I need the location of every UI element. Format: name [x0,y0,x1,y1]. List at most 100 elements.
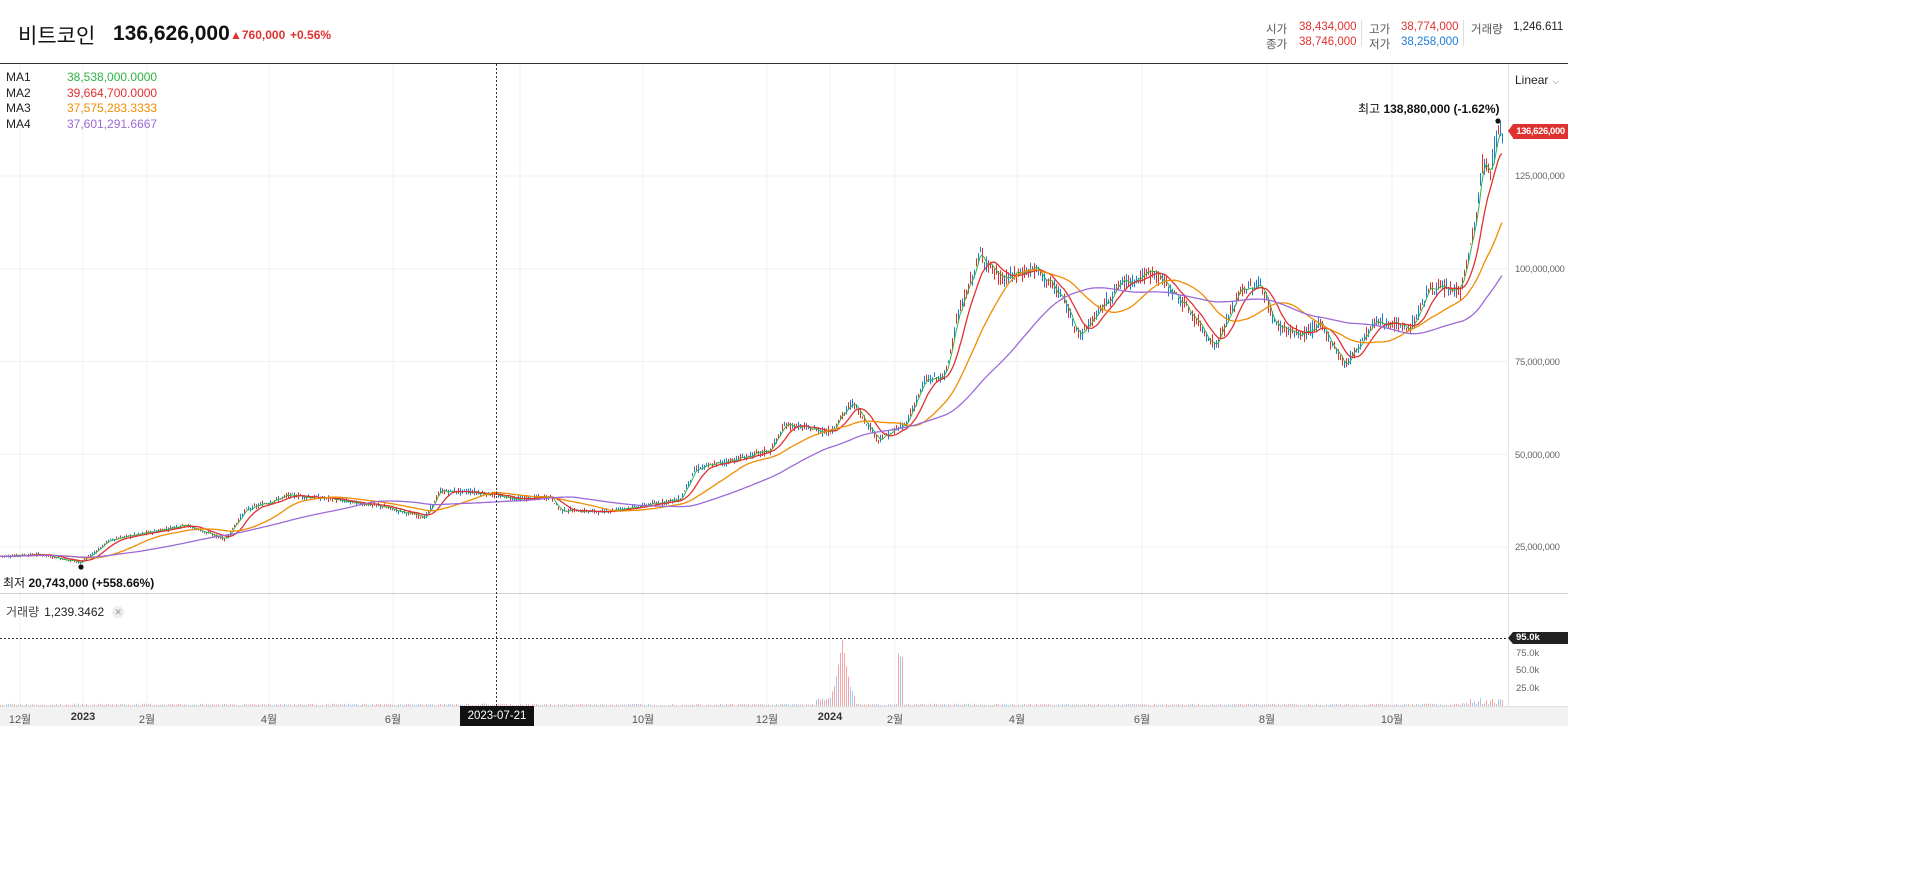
volume-bar [1080,704,1081,706]
time-axis-tick: 2월 [138,714,156,726]
volume-stat-value: 1,246.611 [1513,21,1564,33]
price-change-rate: +0.56% [290,28,332,42]
volume-bar [74,703,75,706]
volume-bar [4,705,5,706]
volume-bar [314,705,315,706]
current-price-tag: 136,626,000 [1508,124,1568,139]
volume-bar [642,704,643,706]
volume-bar [334,703,335,706]
volume-bar [1454,703,1455,706]
volume-bar [912,705,913,706]
ma-value: 39,664,700.0000 [67,85,158,100]
volume-bar [386,704,387,706]
volume-bar [370,705,371,706]
close-icon[interactable]: ✕ [112,605,125,618]
volume-bar [110,704,111,706]
scale-dropdown[interactable]: Linear ⌵ [1515,73,1559,87]
volume-bar [18,704,19,706]
volume-bar [962,704,963,706]
volume-bar [1116,704,1117,706]
ma-value: 38,538,000.0000 [67,70,158,84]
volume-bar [562,705,563,706]
volume-bar [154,704,155,706]
volume-bar [1096,705,1097,706]
volume-bar [510,704,511,706]
volume-bar [352,704,353,706]
volume-bar [544,704,545,706]
volume-bar [484,703,485,706]
volume-bar [262,704,263,706]
volume-bar [752,704,753,706]
volume-bar [1488,704,1489,706]
volume-bar [598,705,599,706]
volume-bar [298,704,299,706]
volume-bar [698,704,699,706]
volume-bar [1394,704,1395,706]
volume-bar [662,705,663,706]
time-axis[interactable]: 12월 2023 2월 4월 6월 10월 12월 2024 2월 4월 6월 … [0,706,1568,726]
volume-bar [1262,704,1263,706]
volume-bar [918,704,919,706]
volume-bar [270,704,271,706]
volume-crosshair-tag-text: 95.0k [1513,632,1568,644]
volume-bar [894,704,895,706]
high-annotation-value: 138,880,000 (-1.62%) [1383,102,1500,116]
volume-bar [468,703,469,706]
volume-bar [1018,704,1019,706]
volume-bar [762,703,763,706]
volume-bar [118,704,119,706]
volume-bar [1024,704,1025,706]
volume-bar [24,705,25,706]
volume-bar [692,704,693,706]
volume-bar [408,703,409,706]
volume-bar [302,704,303,706]
price-chart[interactable] [0,0,1568,726]
volume-bar [568,704,569,706]
volume-bar [1432,703,1433,706]
volume-bar [424,705,425,706]
volume-bar [504,704,505,706]
volume-bar [414,704,415,706]
volume-bar [878,704,879,706]
volume-bar [1482,703,1483,706]
volume-bar [1272,703,1273,706]
volume-bar [50,704,51,706]
volume-bar [1154,703,1155,706]
volume-bar [1022,704,1023,706]
volume-bar [1210,704,1211,706]
volume-bar [470,705,471,706]
volume-bar [946,705,947,706]
volume-bar [744,704,745,706]
volume-bar [820,700,821,706]
volume-bar [336,704,337,706]
volume-bar [226,704,227,706]
volume-bar [1006,703,1007,706]
volume-bar [378,704,379,706]
volume-bar [36,704,37,706]
volume-bar [128,704,129,706]
volume-bar [794,703,795,706]
volume-bar [574,704,575,706]
volume-bar [824,700,825,706]
volume-bar [236,705,237,706]
volume-bar [1314,705,1315,706]
volume-bar [714,704,715,706]
volume-bar [1462,702,1463,706]
volume-bar [1270,704,1271,706]
volume-bar [742,703,743,706]
volume-bar [896,704,897,706]
volume-bar [1196,705,1197,706]
volume-bar [232,704,233,706]
volume-bar [48,705,49,706]
volume-bar [898,653,899,706]
close-value: 38,746,000 [1299,36,1357,48]
volume-bar [920,704,921,706]
volume-bar [902,657,903,706]
volume-bar [1286,704,1287,706]
volume-bar [1146,704,1147,706]
volume-bar [1002,704,1003,706]
volume-bar [360,705,361,706]
ma-value: 37,601,291.6667 [67,116,158,131]
volume-bar [1170,704,1171,706]
volume-bar [1350,705,1351,706]
